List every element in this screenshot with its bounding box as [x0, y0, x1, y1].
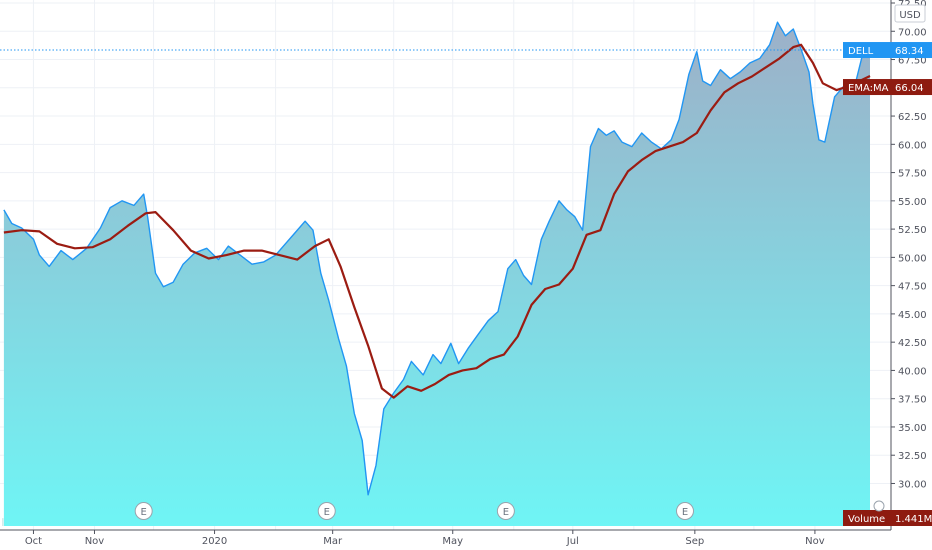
time-tick-label: 2020	[202, 536, 227, 547]
symbol-tag-label: DELL	[848, 46, 874, 57]
price-tick-label: 47.50	[898, 282, 927, 293]
price-tick-label: 60.00	[898, 140, 927, 151]
price-tick-label: 67.50	[898, 56, 927, 67]
volume-tag-label: Volume	[848, 514, 885, 525]
scroll-marker-icon[interactable]	[873, 500, 885, 512]
price-tick-label: 40.00	[898, 366, 927, 377]
price-tick-label: 57.50	[898, 169, 927, 180]
time-tick-label: Sep	[685, 536, 704, 547]
time-tick-label: Oct	[25, 536, 42, 547]
earnings-marker[interactable]: E	[676, 502, 695, 520]
price-tick-label: 42.50	[898, 338, 927, 349]
time-tick-label: Jul	[566, 536, 579, 547]
volume-tag-value: 1.441M	[895, 514, 932, 525]
price-tick-label: 62.50	[898, 112, 927, 123]
time-tick-label: May	[442, 536, 463, 547]
volume-bar	[2, 518, 4, 526]
price-tick-label: 70.00	[898, 27, 927, 38]
ema-tag-label: EMA:MA	[848, 83, 889, 94]
price-tick-label: 55.00	[898, 197, 927, 208]
price-tick-label: 32.50	[898, 451, 927, 462]
price-tags: DELL 68.34 EMA:MA 66.04 Volume 1.441M	[843, 42, 932, 526]
earnings-marker-label: E	[682, 507, 688, 518]
currency-box[interactable]	[894, 4, 926, 23]
price-tick-label: 35.00	[898, 423, 927, 434]
earnings-marker-label: E	[141, 507, 147, 518]
time-tick-label: Nov	[805, 536, 825, 547]
earnings-marker-circle[interactable]	[134, 502, 153, 520]
time-tick-label: Nov	[85, 536, 105, 547]
earnings-marker[interactable]: E	[317, 502, 336, 520]
ema-tag-bg	[843, 79, 932, 96]
earnings-marker-circle[interactable]	[317, 502, 336, 520]
earnings-marker[interactable]: E	[496, 502, 515, 520]
currency-label: USD	[899, 10, 921, 21]
ema-tag-value: 66.04	[895, 83, 924, 94]
earnings-marker[interactable]: E	[134, 502, 153, 520]
price-tick-label: 52.50	[898, 225, 927, 236]
price-area-fill	[3, 22, 870, 526]
price-tick-label: 37.50	[898, 395, 927, 406]
dell-price-line	[3, 21, 871, 496]
ema-line	[3, 43, 871, 399]
symbol-tag-bg	[843, 42, 932, 59]
price-tick-label: 30.00	[898, 479, 927, 490]
time-tick-label: Mar	[323, 536, 343, 547]
price-tick-label: 50.00	[898, 253, 927, 264]
time-axis-panel	[0, 530, 932, 550]
earnings-marker-circle[interactable]	[496, 502, 515, 520]
ema-tag: EMA:MA 66.04	[843, 79, 932, 96]
price-tick-label: 45.00	[898, 310, 927, 321]
symbol-tag: DELL 68.34	[843, 42, 932, 59]
volume-tag-bg	[843, 510, 932, 526]
volume-tag: Volume 1.441M	[843, 510, 932, 526]
earnings-marker-label: E	[503, 507, 509, 518]
earnings-marker-label: E	[324, 507, 330, 518]
symbol-tag-value: 68.34	[895, 46, 924, 57]
earnings-marker-circle[interactable]	[676, 502, 695, 520]
